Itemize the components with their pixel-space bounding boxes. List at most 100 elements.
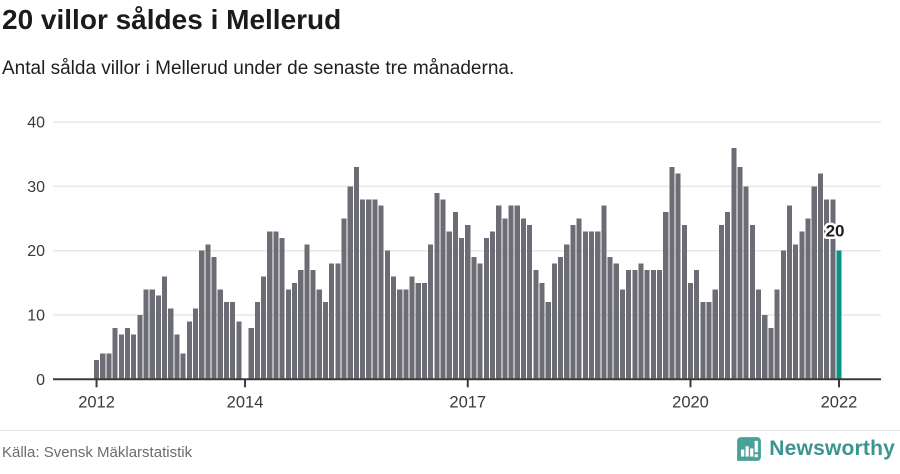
bar bbox=[632, 269, 638, 380]
bar bbox=[192, 308, 199, 380]
bar bbox=[384, 250, 390, 380]
bar bbox=[564, 244, 570, 380]
bar bbox=[675, 173, 681, 380]
bar bbox=[780, 250, 786, 380]
bar bbox=[805, 218, 811, 380]
bar bbox=[94, 360, 100, 380]
bar bbox=[180, 353, 186, 380]
bar bbox=[496, 205, 502, 380]
bar bbox=[743, 186, 749, 380]
newsworthy-logo-label: Newsworthy bbox=[769, 437, 895, 460]
bar bbox=[663, 212, 669, 380]
bar bbox=[718, 224, 724, 380]
bar bbox=[248, 327, 254, 380]
bar bbox=[403, 289, 409, 380]
bar bbox=[731, 147, 737, 380]
bar bbox=[700, 302, 706, 380]
bar bbox=[291, 282, 298, 380]
bar bbox=[756, 289, 762, 380]
source-attribution: Källa: Svensk Mäklarstatistik bbox=[2, 444, 193, 461]
newsworthy-logo: Newsworthy bbox=[736, 436, 895, 462]
bar bbox=[712, 289, 718, 380]
bar bbox=[508, 205, 514, 380]
bar bbox=[273, 231, 279, 380]
bar bbox=[539, 282, 545, 380]
bar bbox=[199, 250, 205, 380]
bar bbox=[279, 237, 285, 380]
bar bbox=[118, 334, 124, 380]
bar bbox=[106, 353, 112, 380]
bar bbox=[551, 263, 557, 380]
y-axis-tick-label: 40 bbox=[27, 115, 45, 132]
bar bbox=[267, 231, 273, 380]
bar bbox=[768, 327, 774, 380]
bar bbox=[205, 244, 211, 380]
bar bbox=[601, 205, 607, 380]
bar bbox=[155, 295, 161, 380]
x-axis-tick-label: 2022 bbox=[821, 393, 858, 411]
newsworthy-logo-icon bbox=[737, 437, 762, 461]
bar bbox=[254, 302, 260, 380]
bar bbox=[397, 289, 403, 380]
bar bbox=[409, 276, 415, 380]
highlighted-bar bbox=[836, 250, 842, 380]
bar bbox=[211, 257, 217, 380]
bar bbox=[669, 167, 675, 380]
bar bbox=[725, 212, 731, 380]
bar bbox=[329, 263, 335, 380]
bar bbox=[137, 315, 143, 380]
x-axis-tick-label: 2014 bbox=[227, 393, 264, 411]
bar bbox=[421, 282, 428, 380]
bar bbox=[378, 205, 384, 380]
bar bbox=[817, 173, 823, 380]
bar bbox=[465, 224, 471, 380]
bar bbox=[100, 353, 106, 380]
bar bbox=[440, 199, 446, 380]
bar bbox=[533, 269, 539, 380]
bar bbox=[774, 289, 780, 380]
bar bbox=[372, 199, 378, 380]
bar bbox=[143, 289, 149, 380]
bar bbox=[520, 218, 526, 380]
bar bbox=[749, 224, 755, 380]
bar bbox=[582, 231, 588, 380]
bar bbox=[762, 315, 768, 380]
y-axis-tick-label: 20 bbox=[27, 243, 45, 260]
bar bbox=[570, 224, 576, 380]
bar bbox=[162, 276, 168, 380]
chart-subtitle: Antal sålda villor i Mellerud under de s… bbox=[2, 58, 515, 79]
bar bbox=[644, 269, 650, 380]
x-axis-tick-label: 2012 bbox=[78, 393, 115, 411]
bar bbox=[223, 302, 230, 380]
bar bbox=[706, 302, 712, 380]
bar bbox=[483, 237, 489, 380]
bar bbox=[657, 269, 663, 380]
bar bbox=[471, 257, 477, 380]
bar bbox=[360, 199, 366, 380]
bar bbox=[347, 186, 353, 380]
footer: Källa: Svensk Mäklarstatistik Newsworthy bbox=[0, 430, 900, 474]
bar bbox=[650, 269, 656, 380]
bar bbox=[786, 205, 793, 380]
bar bbox=[230, 302, 236, 380]
bar bbox=[236, 321, 242, 380]
bar bbox=[824, 199, 830, 380]
bar bbox=[687, 282, 694, 380]
bar bbox=[131, 334, 137, 380]
bar bbox=[428, 244, 434, 380]
bar bbox=[452, 212, 458, 380]
bar bbox=[390, 276, 397, 380]
bar bbox=[304, 244, 310, 380]
bar bbox=[638, 263, 644, 380]
bar bbox=[322, 302, 329, 380]
bar bbox=[514, 205, 520, 380]
bar bbox=[613, 263, 619, 380]
bar bbox=[489, 231, 496, 380]
y-axis-tick-label: 30 bbox=[27, 179, 45, 196]
bar bbox=[595, 231, 601, 380]
bar bbox=[298, 269, 304, 380]
bar-chart: 2012 2014 2017 2020 2022 0 10 20 30 40 20 bbox=[27, 115, 881, 411]
bar bbox=[415, 282, 421, 380]
bar bbox=[545, 302, 551, 380]
bar bbox=[446, 231, 452, 380]
